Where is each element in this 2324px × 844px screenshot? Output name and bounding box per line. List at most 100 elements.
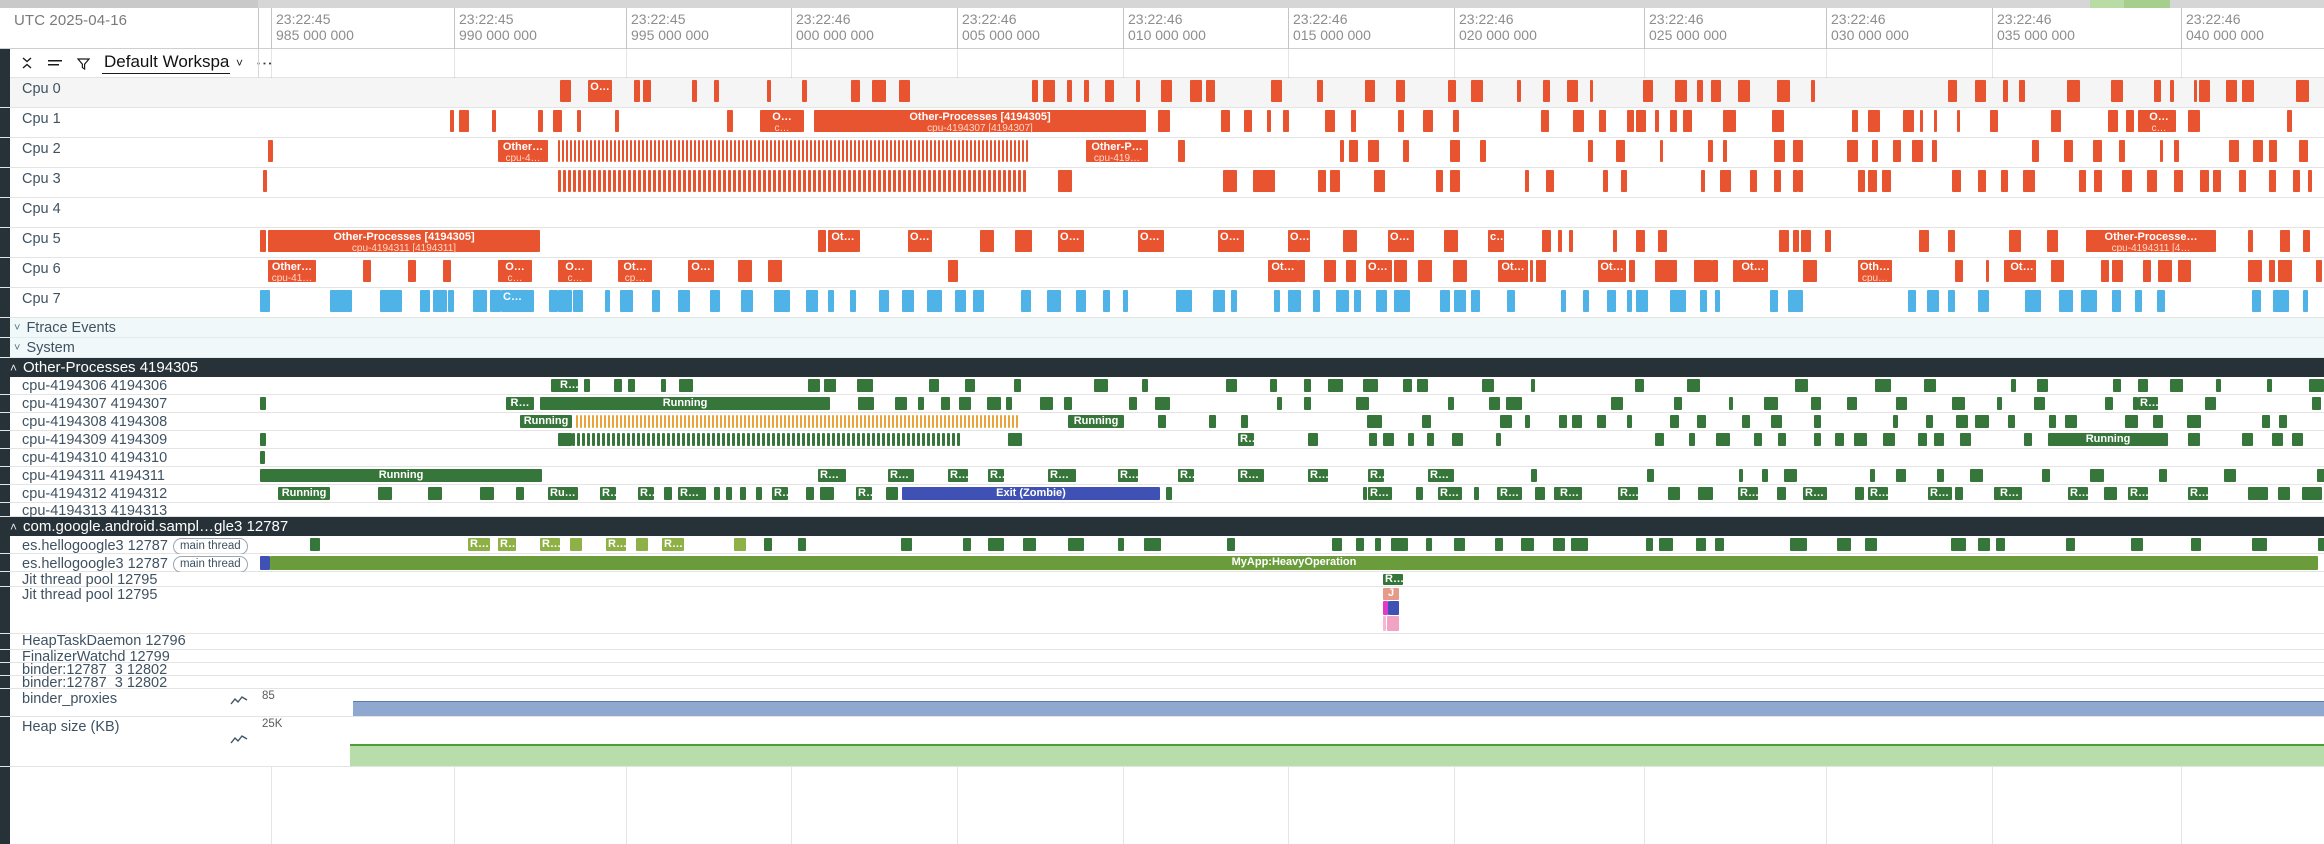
- timeline-slice[interactable]: [1308, 433, 1318, 446]
- timeline-slice[interactable]: [668, 415, 671, 428]
- timeline-slice[interactable]: [1417, 379, 1428, 392]
- track-canvas[interactable]: MyApp:HeavyOperation: [258, 554, 2324, 571]
- timeline-slice[interactable]: [1754, 433, 1762, 446]
- timeline-slice[interactable]: [1951, 538, 1966, 551]
- timeline-slice[interactable]: [1711, 80, 1721, 102]
- timeline-slice[interactable]: [734, 538, 746, 551]
- timeline-slice[interactable]: Run…: [888, 469, 914, 482]
- timeline-slice[interactable]: [2094, 170, 2102, 192]
- timeline-slice[interactable]: Ru…: [1308, 469, 1328, 482]
- timeline-slice[interactable]: [568, 170, 571, 192]
- track-name-cell[interactable]: [10, 138, 258, 167]
- timeline-slice[interactable]: [1448, 80, 1456, 102]
- timeline-slice[interactable]: [914, 140, 917, 162]
- timeline-slice[interactable]: [1221, 110, 1230, 132]
- timeline-slice[interactable]: [590, 140, 593, 162]
- timeline-slice[interactable]: [806, 140, 809, 162]
- timeline-slice[interactable]: [808, 170, 811, 192]
- timeline-slice[interactable]: [708, 170, 711, 192]
- timeline-slice[interactable]: [420, 290, 430, 312]
- timeline-slice[interactable]: [678, 140, 681, 162]
- timeline-slice[interactable]: [1784, 469, 1797, 482]
- timeline-slice[interactable]: [1893, 415, 1898, 428]
- timeline-slice[interactable]: [1423, 110, 1433, 132]
- chevron-up-icon[interactable]: ˄: [10, 360, 18, 375]
- timeline-slice[interactable]: [646, 140, 649, 162]
- timeline-slice[interactable]: [660, 415, 663, 428]
- timeline-slice[interactable]: [1955, 487, 1963, 500]
- timeline-slice[interactable]: [934, 140, 937, 162]
- timeline-slice[interactable]: [2279, 415, 2287, 428]
- timeline-slice[interactable]: [1521, 538, 1534, 551]
- timeline-slice[interactable]: [838, 140, 841, 162]
- timeline-slice[interactable]: [965, 379, 975, 392]
- timeline-slice[interactable]: Ot…: [1288, 230, 1310, 252]
- timeline-slice[interactable]: [1675, 80, 1687, 102]
- timeline-slice[interactable]: [1883, 433, 1895, 446]
- timeline-slice[interactable]: [2278, 260, 2292, 282]
- timeline-slice[interactable]: [1398, 110, 1404, 132]
- timeline-slice[interactable]: [768, 415, 771, 428]
- timeline-slice[interactable]: [1158, 110, 1170, 132]
- timeline-slice[interactable]: [1253, 170, 1275, 192]
- timeline-slice[interactable]: [959, 397, 971, 410]
- timeline-slice[interactable]: R…: [498, 538, 516, 551]
- timeline-slice[interactable]: [1023, 170, 1026, 192]
- timeline-slice[interactable]: [2001, 170, 2008, 192]
- timeline-slice[interactable]: [880, 415, 883, 428]
- timeline-slice[interactable]: [1369, 433, 1377, 446]
- timeline-slice[interactable]: [930, 140, 933, 162]
- timeline-slice[interactable]: [2205, 397, 2216, 410]
- timeline-slice[interactable]: [1244, 110, 1252, 132]
- timeline-slice[interactable]: [593, 170, 596, 192]
- timeline-slice[interactable]: [2318, 538, 2324, 551]
- timeline-slice[interactable]: [2143, 260, 2151, 282]
- track-canvas[interactable]: [258, 717, 2324, 766]
- timeline-slice[interactable]: [1659, 538, 1673, 551]
- track-counter-heap-size[interactable]: Heap size (KB) 25K: [0, 717, 2324, 767]
- timeline-slice[interactable]: [754, 140, 757, 162]
- timeline-slice[interactable]: [610, 140, 613, 162]
- timeline-slice[interactable]: [1008, 433, 1022, 446]
- timeline-slice[interactable]: [988, 538, 1004, 551]
- timeline-slice[interactable]: [892, 433, 895, 446]
- track-canvas[interactable]: [258, 689, 2324, 716]
- track-canvas[interactable]: J: [258, 587, 2324, 633]
- timeline-slice[interactable]: [1166, 487, 1172, 500]
- timeline-slice[interactable]: [960, 415, 963, 428]
- timeline-slice[interactable]: [737, 433, 740, 446]
- timeline-slice[interactable]: [637, 433, 640, 446]
- timeline-slice[interactable]: [1542, 230, 1551, 252]
- timeline-slice[interactable]: [741, 290, 753, 312]
- track-name-cell[interactable]: [10, 395, 258, 412]
- timeline-slice[interactable]: [876, 415, 879, 428]
- timeline-slice[interactable]: [797, 433, 800, 446]
- filter-icon[interactable]: [74, 54, 92, 72]
- timeline-slice[interactable]: [2309, 379, 2324, 392]
- timeline-slice[interactable]: [648, 415, 651, 428]
- timeline-slice[interactable]: [516, 487, 524, 500]
- timeline-slice[interactable]: [1793, 140, 1803, 162]
- timeline-slice[interactable]: [598, 140, 601, 162]
- timeline-slice[interactable]: [2187, 415, 2201, 428]
- timeline-slice[interactable]: [1647, 469, 1654, 482]
- timeline-slice[interactable]: [738, 140, 741, 162]
- timeline-slice[interactable]: [620, 415, 623, 428]
- timeline-slice[interactable]: [828, 170, 831, 192]
- timeline-slice[interactable]: [1893, 140, 1901, 162]
- timeline-slice[interactable]: [697, 433, 700, 446]
- timeline-slice[interactable]: [798, 538, 806, 551]
- timeline-slice[interactable]: [1975, 415, 1989, 428]
- timeline-slice[interactable]: [1590, 80, 1593, 102]
- timeline-slice[interactable]: [718, 140, 721, 162]
- overview-strip[interactable]: [0, 0, 2324, 8]
- timeline-slice[interactable]: [363, 260, 371, 282]
- timeline-slice[interactable]: [1996, 538, 2005, 551]
- timeline-slice[interactable]: Other-P… cpu-419…: [1086, 140, 1148, 164]
- timeline-slice[interactable]: [608, 170, 611, 192]
- timeline-slice[interactable]: Running: [260, 469, 542, 482]
- timeline-slice[interactable]: [958, 170, 961, 192]
- timeline-slice[interactable]: [1480, 140, 1486, 162]
- timeline-slice[interactable]: [1764, 397, 1778, 410]
- timeline-slice[interactable]: [983, 170, 986, 192]
